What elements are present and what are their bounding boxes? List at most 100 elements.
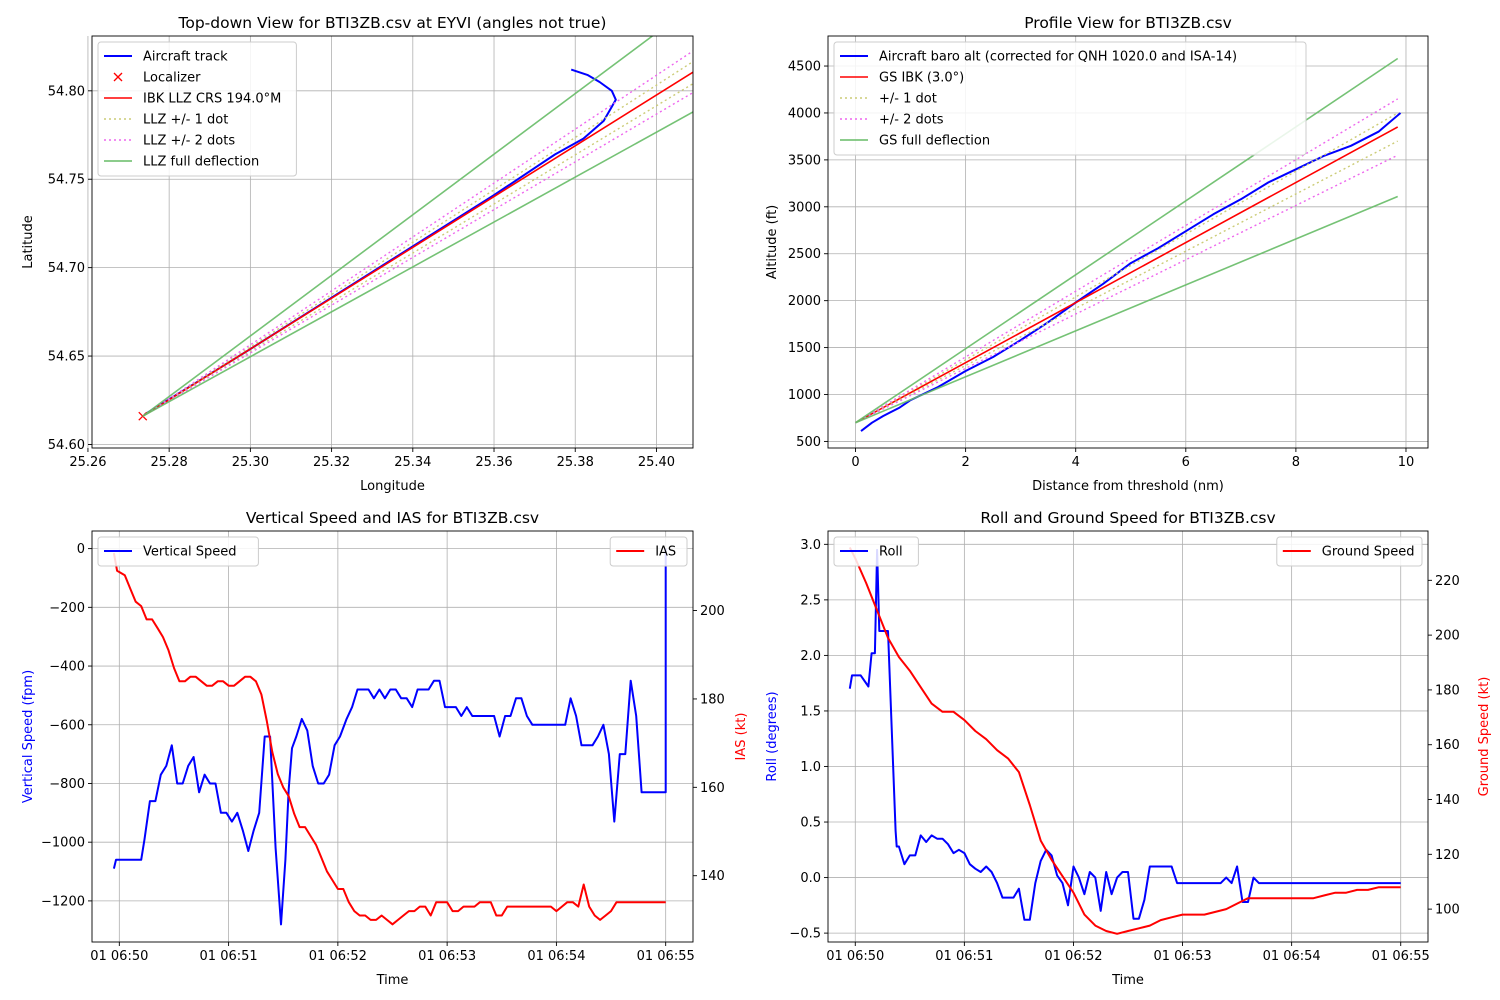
x-tick-label: 01 06:53: [418, 949, 476, 964]
x-tick-label: 01 06:51: [935, 949, 993, 964]
y-axis-label: Vertical Speed (fpm): [21, 670, 36, 803]
legend-frame: [97, 536, 259, 567]
chart-panel-3: 01 06:50 01 06:51 01 06:52 01 06:53 01 06:54…: [21, 509, 749, 988]
legend-label: Ground Speed: [1322, 545, 1415, 560]
y2-tick-label: 160: [700, 781, 725, 796]
y-tick-label: 2500: [788, 247, 821, 262]
x-tick-label: 25.38: [557, 455, 594, 470]
plot-frame: [91, 35, 694, 449]
chart-title: Roll and Ground Speed for BTI3ZB.csv: [980, 509, 1275, 527]
x-tick-label: 25.36: [475, 455, 512, 470]
x-tick-label: 01 06:51: [200, 949, 258, 964]
y-tick-label: 54.65: [48, 350, 85, 365]
y-tick-label: 2000: [788, 294, 821, 309]
legend-label: Aircraft baro alt (corrected for QNH 102…: [879, 50, 1237, 65]
y-tick-label: 3000: [788, 200, 821, 215]
y2-axis-label: Ground Speed (kt): [1477, 677, 1492, 797]
x-axis-label: Distance from threshold (nm): [1032, 479, 1224, 494]
chart-panel-2: 0 2 4 6 8 10 500 1000 1500 2000 2500 3000 3500 4000 45…: [765, 14, 1429, 494]
legend: Aircraft track Localizer IBK LLZ CRS 194.0…: [97, 41, 297, 177]
series-band-5: [855, 154, 1399, 424]
x-tick-label: 01 06:54: [1263, 949, 1321, 964]
y-tick-label: 1500: [788, 341, 821, 356]
x-tick-label: 01 06:55: [1372, 949, 1430, 964]
legend-frame: [1276, 536, 1423, 567]
y-tick-label: −200: [49, 601, 85, 616]
y-tick-label: 2.0: [800, 649, 821, 664]
y-tick-label: 1000: [788, 388, 821, 403]
y-tick-label: 54.80: [48, 84, 85, 99]
x-tick-label: 4: [1072, 455, 1080, 470]
x-tick-label: 10: [1398, 455, 1415, 470]
legend-label: Vertical Speed: [143, 545, 237, 560]
y-axis-label: Altitude (ft): [765, 205, 780, 280]
y-axis-label: Latitude: [21, 215, 36, 269]
y-tick-label: −600: [49, 718, 85, 733]
y-tick-label: 54.75: [48, 173, 85, 188]
y-tick-label: 54.70: [48, 261, 85, 276]
y-tick-label: −400: [49, 660, 85, 675]
series-band-6: [142, 91, 693, 417]
legend-label: IAS: [655, 545, 676, 560]
plot-frame: [827, 530, 1429, 943]
x-tick-label: 6: [1182, 455, 1190, 470]
x-tick-label: 8: [1292, 455, 1300, 470]
series-2-dots: [855, 98, 1399, 424]
x-tick-label: 01 06:55: [637, 949, 695, 964]
x-tick-label: 01 06:52: [1044, 949, 1102, 964]
legend-label: +/- 1 dot: [879, 92, 937, 107]
y2-tick-label: 100: [1435, 903, 1460, 918]
series-group: [138, 36, 693, 421]
series-vertical-speed: [112, 548, 667, 926]
legend-label: GS IBK (3.0°): [879, 71, 964, 86]
y-tick-label: 3.0: [800, 538, 821, 553]
series-gs-ibk-3-0: [855, 126, 1399, 424]
series-group: [112, 548, 667, 926]
y2-tick-label: 200: [1435, 629, 1460, 644]
y2-tick-label: 180: [700, 692, 725, 707]
y-tick-label: 4500: [788, 60, 821, 75]
y2-tick-label: 120: [1435, 848, 1460, 863]
series-band-4: [142, 83, 693, 417]
y2-tick-label: 220: [1435, 574, 1460, 589]
legend-label: +/- 2 dots: [879, 113, 944, 128]
x-tick-label: 0: [851, 455, 859, 470]
chart-title: Top-down View for BTI3ZB.csv at EYVI (an…: [178, 14, 607, 32]
x-axis-label: Time: [376, 973, 409, 988]
legend-frame: [833, 41, 1307, 156]
chart-title: Vertical Speed and IAS for BTI3ZB.csv: [246, 509, 539, 527]
legend: Roll: [833, 536, 919, 567]
legend-label: IBK LLZ CRS 194.0°M: [143, 92, 281, 107]
legend: Ground Speed: [1276, 536, 1423, 567]
y2-tick-label: 160: [1435, 738, 1460, 753]
series-ibk-llz-crs-194-0-m: [142, 71, 693, 417]
series-ias: [112, 552, 666, 926]
y-axis-label: Roll (degrees): [765, 691, 780, 781]
legend: Vertical Speed: [97, 536, 259, 567]
y-tick-label: 1.0: [800, 760, 821, 775]
y2-tick-label: 140: [700, 869, 725, 884]
y-tick-label: 54.60: [48, 438, 85, 453]
y2-axis-label: IAS (kt): [734, 713, 749, 761]
x-tick-label: 01 06:54: [527, 949, 585, 964]
x-tick-label: 25.34: [394, 455, 431, 470]
x-tick-label: 2: [961, 455, 969, 470]
series-roll: [848, 548, 1401, 921]
series-1-dot: [855, 112, 1399, 424]
plot-frame: [91, 530, 694, 943]
series-llz-2-dots: [142, 50, 693, 417]
y-tick-label: 4000: [788, 106, 821, 121]
series-ground-speed: [848, 546, 1401, 935]
y-tick-label: 500: [796, 435, 821, 450]
legend-frame: [833, 536, 919, 567]
legend-label: LLZ full deflection: [143, 155, 259, 170]
x-tick-label: 01 06:50: [90, 949, 148, 964]
legend-frame: [609, 536, 688, 567]
x-tick-label: 25.26: [69, 455, 106, 470]
legend-label: LLZ +/- 2 dots: [143, 134, 235, 149]
y-tick-label: 1.5: [800, 704, 821, 719]
plot-frame: [827, 35, 1429, 449]
x-tick-label: 25.28: [151, 455, 188, 470]
y-tick-label: −0.5: [789, 927, 821, 942]
series-group: [848, 546, 1401, 935]
